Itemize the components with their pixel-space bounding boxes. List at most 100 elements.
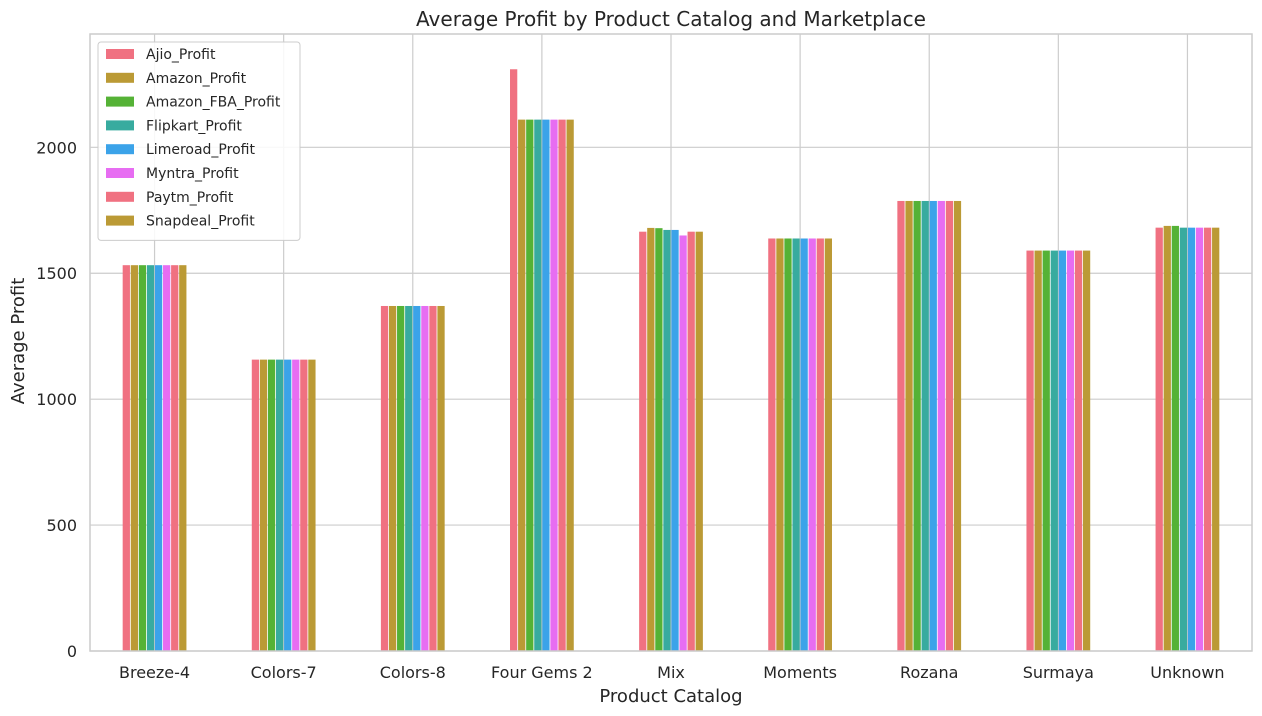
- bar-paytm-profit-surmaya: [1074, 250, 1083, 651]
- bar-myntra-profit-unknown: [1195, 227, 1204, 651]
- legend-label: Limeroad_Profit: [146, 142, 255, 158]
- x-tick-label: Rozana: [900, 663, 958, 682]
- bar-snapdeal-profit-four-gems-2: [566, 119, 574, 651]
- legend-label: Myntra_Profit: [146, 166, 239, 182]
- bar-snapdeal-profit-rozana: [953, 200, 962, 651]
- bar-flipkart-profit-colors-7: [275, 359, 284, 651]
- x-axis-ticks: Breeze-4 Colors-7 Colors-8 Four Gems 2 Mix Mo…: [119, 663, 1225, 682]
- bar-ajio-profit-moments: [768, 238, 776, 651]
- bar-amazon-profit-breeze-4: [130, 265, 139, 651]
- chart-title: Average Profit by Product Catalog and Ma…: [416, 7, 926, 31]
- plot-frame: [89, 33, 1253, 652]
- bar-limeroad-profit-colors-8: [413, 305, 421, 651]
- bar-paytm-profit-four-gems-2: [558, 119, 566, 651]
- bar-flipkart-profit-four-gems-2: [534, 119, 542, 651]
- y-tick-label: 1000: [36, 390, 77, 409]
- y-axis-label: Average Profit: [8, 278, 29, 405]
- bars: [122, 69, 1220, 651]
- bar-amazon-fba-profit-surmaya: [1042, 250, 1050, 651]
- legend-swatch: [106, 144, 134, 155]
- legend-label: Paytm_Profit: [146, 190, 234, 206]
- bar-amazon-profit-rozana: [905, 200, 913, 651]
- legend-label: Amazon_FBA_Profit: [146, 95, 281, 111]
- bar-flipkart-profit-colors-8: [405, 305, 413, 651]
- x-tick-label: Four Gems 2: [491, 663, 593, 682]
- bar-amazon-fba-profit-unknown: [1171, 225, 1179, 651]
- legend-swatch: [106, 120, 134, 131]
- y-tick-label: 0: [67, 642, 77, 661]
- legend-swatch: [106, 168, 134, 178]
- bar-snapdeal-profit-breeze-4: [179, 265, 187, 651]
- legend-label: Amazon_Profit: [146, 71, 247, 87]
- bar-myntra-profit-four-gems-2: [550, 119, 558, 651]
- legend: Ajio_Profit Amazon_Profit Amazon_FBA_Profi…: [97, 41, 301, 241]
- bar-ajio-profit-surmaya: [1026, 250, 1034, 651]
- bar-myntra-profit-colors-7: [292, 359, 300, 651]
- bar-paytm-profit-mix: [687, 231, 695, 651]
- legend-label: Snapdeal_Profit: [146, 214, 255, 230]
- bar-limeroad-profit-mix: [671, 229, 679, 651]
- y-tick-label: 1500: [36, 264, 77, 283]
- y-tick-label: 2000: [36, 138, 77, 157]
- x-tick-label: Breeze-4: [119, 663, 190, 682]
- bar-paytm-profit-moments: [816, 238, 824, 651]
- bar-paytm-profit-colors-8: [429, 305, 437, 651]
- bar-amazon-profit-moments: [776, 238, 784, 651]
- bar-limeroad-profit-breeze-4: [154, 265, 163, 651]
- bar-amazon-fba-profit-colors-7: [267, 359, 276, 651]
- x-axis-label: Product Catalog: [599, 686, 742, 707]
- bar-myntra-profit-mix: [679, 235, 687, 651]
- legend-label: Flipkart_Profit: [146, 118, 242, 134]
- bar-amazon-fba-profit-mix: [655, 228, 663, 651]
- bar-myntra-profit-surmaya: [1066, 250, 1075, 651]
- bar-amazon-profit-surmaya: [1034, 250, 1042, 651]
- x-tick-label: Colors-8: [380, 663, 446, 682]
- bar-limeroad-profit-moments: [800, 238, 808, 651]
- bar-amazon-profit-unknown: [1163, 225, 1171, 651]
- bar-amazon-fba-profit-moments: [784, 238, 792, 651]
- bar-paytm-profit-breeze-4: [171, 265, 179, 651]
- bar-myntra-profit-breeze-4: [163, 265, 171, 651]
- bar-limeroad-profit-rozana: [929, 200, 937, 651]
- bar-ajio-profit-rozana: [897, 200, 905, 651]
- bar-snapdeal-profit-colors-7: [308, 359, 316, 651]
- bar-snapdeal-profit-moments: [824, 238, 832, 651]
- bar-flipkart-profit-surmaya: [1050, 250, 1058, 651]
- bar-ajio-profit-colors-7: [251, 359, 260, 651]
- bar-amazon-fba-profit-rozana: [913, 200, 921, 651]
- bar-snapdeal-profit-mix: [695, 231, 703, 651]
- bar-ajio-profit-unknown: [1155, 227, 1163, 651]
- bar-limeroad-profit-surmaya: [1058, 250, 1067, 651]
- y-tick-label: 500: [46, 516, 77, 535]
- bar-paytm-profit-unknown: [1203, 227, 1212, 651]
- x-tick-label: Mix: [657, 663, 685, 682]
- legend-swatch: [106, 191, 134, 202]
- bar-snapdeal-profit-unknown: [1212, 227, 1220, 651]
- bar-flipkart-profit-unknown: [1179, 227, 1188, 651]
- bar-myntra-profit-rozana: [937, 200, 945, 651]
- bar-amazon-fba-profit-breeze-4: [138, 265, 147, 651]
- x-tick-label: Moments: [763, 663, 837, 682]
- legend-frame: [97, 41, 301, 241]
- bar-limeroad-profit-colors-7: [284, 359, 292, 651]
- bar-ajio-profit-mix: [639, 231, 647, 651]
- bar-amazon-fba-profit-four-gems-2: [526, 119, 534, 651]
- bar-ajio-profit-four-gems-2: [510, 69, 518, 651]
- y-axis-ticks: 0 500 1000 1500 2000: [36, 138, 77, 661]
- bar-limeroad-profit-four-gems-2: [542, 119, 550, 651]
- x-tick-label: Unknown: [1150, 663, 1224, 682]
- x-tick-label: Colors-7: [251, 663, 317, 682]
- legend-swatch: [106, 49, 134, 59]
- bar-snapdeal-profit-colors-8: [437, 305, 445, 651]
- legend-swatch: [106, 215, 134, 226]
- bar-snapdeal-profit-surmaya: [1082, 250, 1091, 651]
- bar-myntra-profit-moments: [808, 238, 816, 651]
- bar-amazon-profit-four-gems-2: [518, 119, 526, 651]
- bar-amazon-fba-profit-colors-8: [397, 305, 405, 651]
- legend-swatch: [106, 96, 134, 107]
- legend-swatch: [106, 72, 134, 83]
- x-tick-label: Surmaya: [1023, 663, 1094, 682]
- bar-amazon-profit-mix: [647, 227, 655, 651]
- bar-paytm-profit-colors-7: [300, 359, 308, 651]
